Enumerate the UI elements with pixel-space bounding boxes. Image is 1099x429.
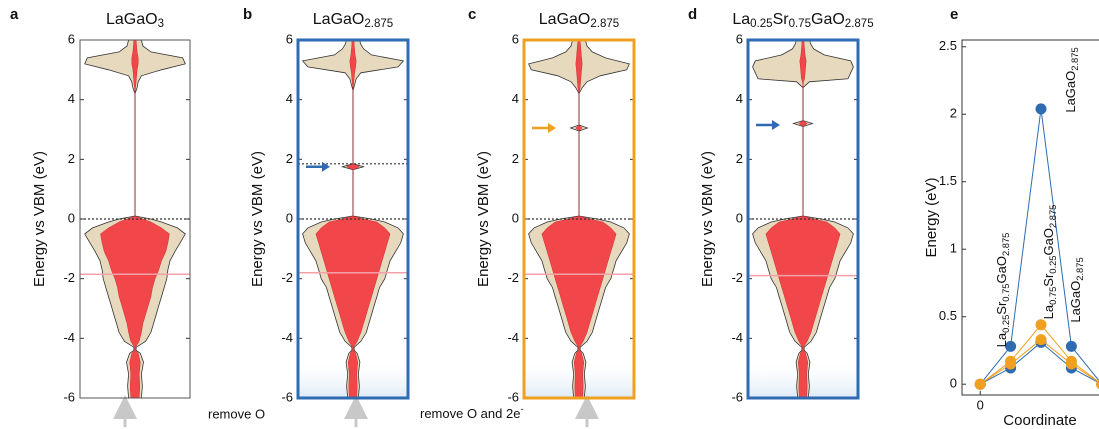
y-axis-label: Energy vs VBM (eV) bbox=[699, 151, 716, 287]
y-tick-label: -2 bbox=[731, 270, 743, 285]
y-tick-label: 0 bbox=[512, 210, 519, 225]
y-tick-label: 1 bbox=[950, 241, 957, 256]
defect-arrow-head bbox=[772, 120, 780, 131]
dos-projected-outline bbox=[315, 40, 354, 399]
y-tick-label: 0 bbox=[286, 210, 293, 225]
data-point bbox=[1096, 379, 1099, 389]
y-tick-label: 4 bbox=[68, 91, 75, 106]
y-tick-label: 2.5 bbox=[939, 38, 957, 53]
y-tick-label: -4 bbox=[281, 330, 293, 345]
x-tick-label: 0 bbox=[977, 397, 984, 412]
defect-arrow-head bbox=[322, 161, 330, 172]
axis-frame bbox=[961, 39, 1099, 396]
y-tick-label: -6 bbox=[507, 389, 519, 404]
data-point bbox=[1035, 319, 1047, 331]
dos-projected-area bbox=[100, 40, 170, 398]
series-label: LaGaO2.875 bbox=[1063, 47, 1080, 112]
dos-projected-outline bbox=[541, 39, 580, 399]
y-tick-label: 0 bbox=[736, 210, 743, 225]
dos-total-outline bbox=[752, 39, 804, 399]
y-axis-label: Energy vs VBM (eV) bbox=[475, 151, 492, 287]
panel-letter: b bbox=[243, 6, 252, 23]
panel-title: LaGaO2.875 bbox=[539, 11, 619, 30]
x-axis-label: Coordinate bbox=[1003, 412, 1076, 429]
panel-letter: a bbox=[10, 6, 19, 23]
series-label: La0.75Sr0.25GaO2.875 bbox=[1041, 205, 1058, 320]
y-tick-label: 0 bbox=[950, 376, 957, 391]
dos-total-outline bbox=[352, 39, 405, 399]
y-tick-label: 1.5 bbox=[939, 173, 957, 188]
y-tick-label: 2 bbox=[736, 151, 743, 166]
y-tick-label: 2 bbox=[68, 151, 75, 166]
data-point bbox=[1065, 358, 1077, 370]
y-tick-label: 6 bbox=[68, 31, 75, 46]
y-tick-label: -6 bbox=[63, 389, 75, 404]
y-tick-label: 6 bbox=[286, 31, 293, 46]
panel-frame bbox=[79, 39, 191, 399]
dos-total-outline bbox=[84, 39, 136, 399]
panel-title: La0.25Sr0.75GaO2.875 bbox=[732, 11, 873, 30]
data-point bbox=[1035, 334, 1047, 346]
dos-projected-area bbox=[541, 40, 617, 398]
panel-title: LaGaO2.875 bbox=[313, 11, 393, 30]
dos-projected-outline bbox=[100, 39, 136, 399]
y-tick-label: -2 bbox=[63, 270, 75, 285]
panel-frame bbox=[522, 38, 636, 400]
data-point bbox=[1035, 103, 1047, 115]
panel-letter: d bbox=[688, 6, 697, 23]
panel-title: LaGaO3 bbox=[106, 11, 164, 30]
series-label: LaGaO2.875 bbox=[1068, 257, 1085, 322]
dos-total-outline bbox=[578, 39, 630, 399]
dos-projected-outline bbox=[578, 39, 617, 399]
defect-arrow-head bbox=[548, 123, 556, 134]
y-tick-label: -2 bbox=[507, 270, 519, 285]
y-tick-label: 2 bbox=[512, 151, 519, 166]
y-tick-label: 6 bbox=[512, 31, 519, 46]
y-axis-label: Energy (eV) bbox=[923, 177, 940, 257]
y-tick-label: -4 bbox=[507, 330, 519, 345]
dos-projected-outline bbox=[134, 39, 170, 399]
y-tick-label: 4 bbox=[736, 91, 743, 106]
dos-projected-area bbox=[315, 40, 391, 398]
dos-total-outline bbox=[528, 39, 580, 399]
y-tick-label: -2 bbox=[281, 270, 293, 285]
y-tick-label: -4 bbox=[63, 330, 75, 345]
y-tick-label: 4 bbox=[512, 91, 519, 106]
dos-projected-outline bbox=[802, 40, 841, 399]
data-point bbox=[1005, 358, 1017, 370]
y-axis-label: Energy vs VBM (eV) bbox=[249, 151, 266, 287]
y-tick-label: 6 bbox=[736, 31, 743, 46]
dos-projected-outline bbox=[352, 40, 391, 399]
y-tick-label: 2 bbox=[950, 106, 957, 121]
dos-projected-area bbox=[765, 40, 841, 398]
panel-letter: c bbox=[468, 6, 476, 23]
data-point bbox=[1005, 340, 1017, 352]
series-label: La0.25Sr0.75GaO2.875 bbox=[994, 233, 1011, 348]
data-point bbox=[974, 378, 986, 390]
y-axis-label: Energy vs VBM (eV) bbox=[31, 151, 48, 287]
annotation: remove O and 2e- bbox=[420, 404, 524, 421]
y-tick-label: 4 bbox=[286, 91, 293, 106]
panel-frame bbox=[296, 38, 410, 400]
dos-total-outline bbox=[802, 39, 854, 399]
panel-letter: e bbox=[950, 6, 958, 23]
dos-projected-outline bbox=[765, 40, 804, 399]
series-line bbox=[979, 341, 1099, 385]
y-tick-label: -4 bbox=[731, 330, 743, 345]
dos-total-outline bbox=[134, 39, 186, 399]
y-tick-label: 0 bbox=[68, 210, 75, 225]
y-tick-label: -6 bbox=[731, 389, 743, 404]
bottom-arrows bbox=[113, 395, 599, 427]
data-point bbox=[1065, 340, 1077, 352]
annotation: remove O bbox=[208, 406, 265, 421]
y-tick-label: 2 bbox=[286, 151, 293, 166]
dos-total-outline bbox=[301, 39, 354, 399]
y-tick-label: -6 bbox=[281, 389, 293, 404]
panel-frame bbox=[746, 38, 860, 400]
y-tick-label: 0.5 bbox=[939, 308, 957, 323]
